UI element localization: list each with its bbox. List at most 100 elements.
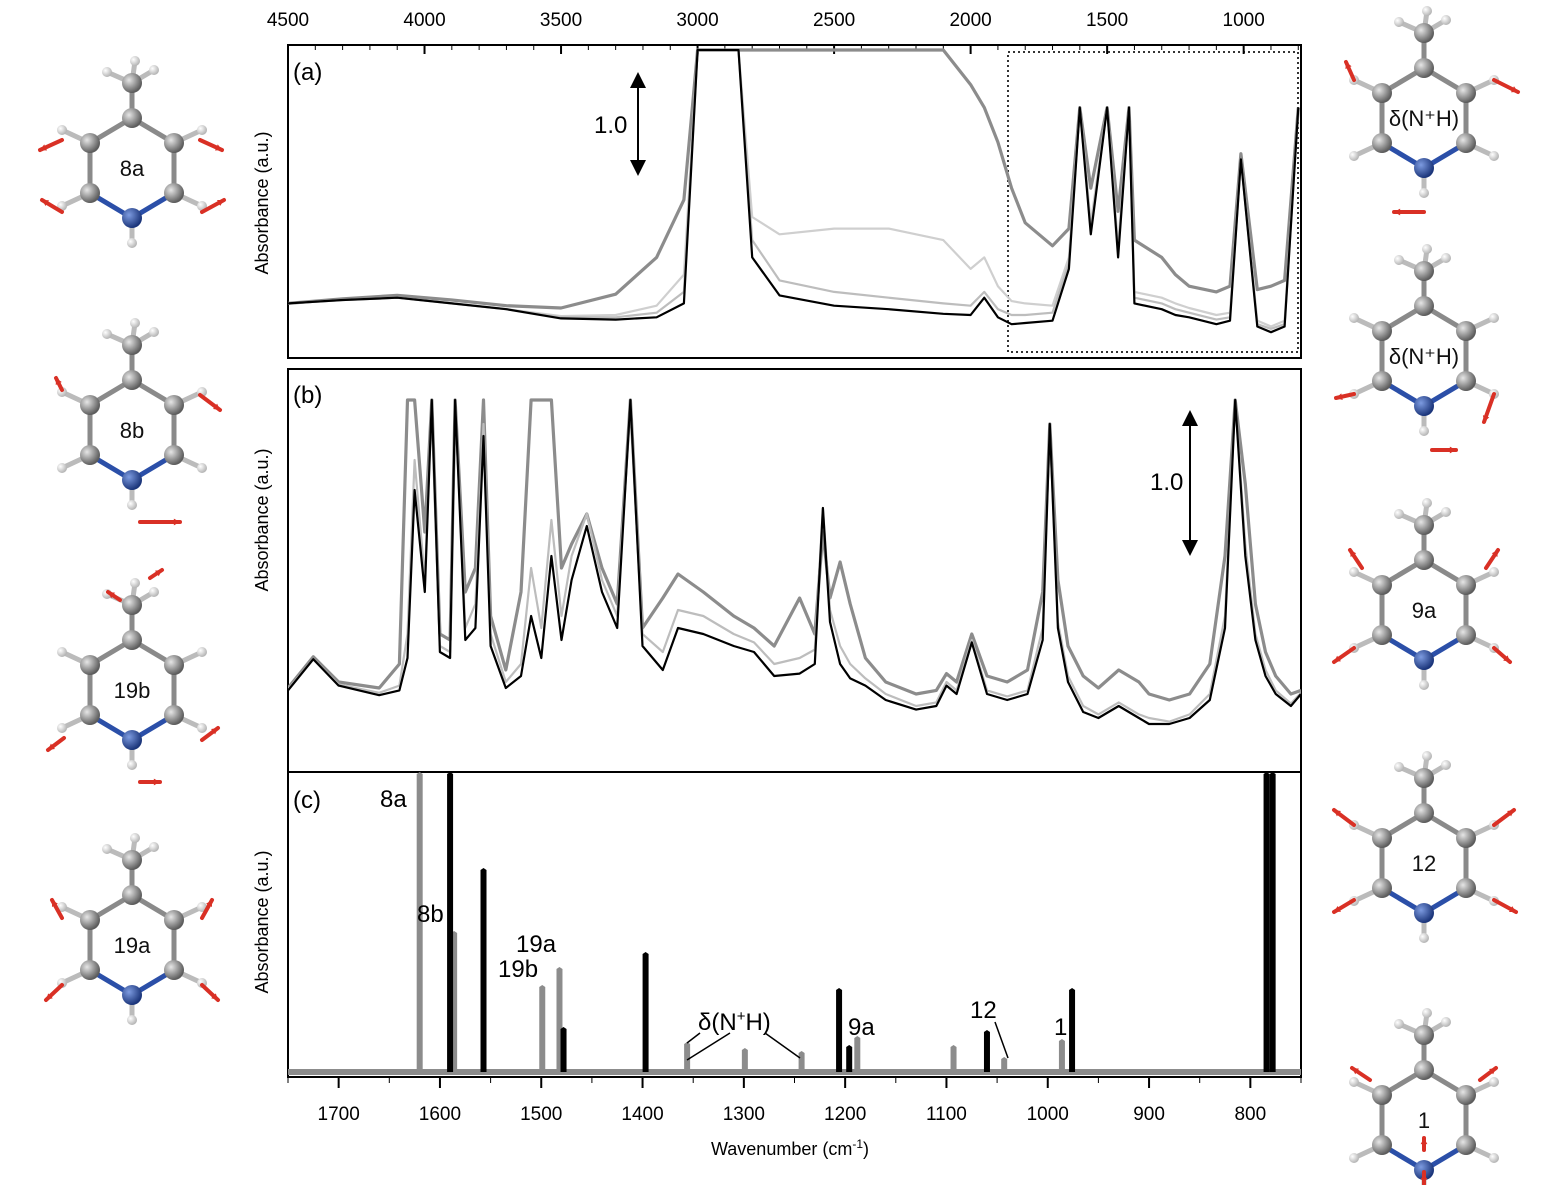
hydrogen-atom [1349,567,1359,577]
molecule-mode-dnh-1: δ(N⁺H) [1344,6,1520,216]
panel-a-spectrum-line [288,48,1300,310]
hydrogen-atom [130,56,140,66]
hydrogen-atom [149,65,159,75]
ann-19b: 19b [498,956,538,983]
molecule-label: 19b [114,678,151,703]
carbon-atom [1372,133,1392,153]
hydrogen-atom [130,318,140,328]
nitrogen-atom [122,985,142,1005]
panel-b-spectrum-line [288,398,1301,726]
panel-a-label: (a) [293,59,322,86]
carbon-atom [1414,261,1434,281]
displacement-arrowhead [1420,1177,1428,1184]
ann-dnh-leader-left [686,1032,701,1044]
carbon-atom [164,655,184,675]
carbon-atom [1372,575,1392,595]
panel-a-tick-label: 2000 [949,10,991,31]
molecule-mode-8b: 8b [54,318,222,526]
panel-c-gray-stick [950,1045,957,1072]
displacement-arrowhead [1420,1138,1428,1145]
displacement-arrowhead [42,200,49,207]
hydrogen-atom [130,833,140,843]
panel-a-tick-label: 4000 [403,10,445,31]
carbon-atom [1372,1085,1392,1105]
hydrogen-atom [1422,6,1432,16]
panel-c-tick-label: 1200 [824,1104,866,1125]
nitrogen-atom [1414,650,1434,670]
panel-a-tick-label: 3500 [540,10,582,31]
displacement-arrowhead [52,900,58,907]
hydrogen-atom [102,329,112,339]
carbon-atom [1456,1135,1476,1155]
hydrogen-atom [1394,17,1404,27]
carbon-atom [122,850,142,870]
carbon-atom [122,108,142,128]
panel-c-gray-stick [1058,1039,1065,1072]
hydrogen-atom [1349,1077,1359,1087]
molecule-label: 9a [1412,598,1437,623]
displacement-arrowhead [1511,86,1518,93]
molecule-label: δ(N⁺H) [1389,106,1459,131]
panel-c-tick-label: 1000 [1027,1104,1069,1125]
hydrogen-atom [127,500,137,510]
panel-b-series [288,398,1301,726]
displacement-arrowhead [215,144,222,151]
carbon-atom [1414,550,1434,570]
displacement-arrowhead [173,518,180,526]
molecule-mode-dnh-2: δ(N⁺H) [1334,244,1499,454]
hydrogen-atom [1422,751,1432,761]
panel-b-spectrum-line [288,398,1301,702]
molecule-mode-12: 12 [1332,751,1518,943]
hydrogen-atom [130,578,140,588]
displacement-arrowhead [1334,810,1341,817]
hydrogen-atom [1394,509,1404,519]
carbon-atom [1414,1025,1434,1045]
molecule-label: 12 [1412,851,1436,876]
ann-12-leader [994,1021,1009,1059]
hydrogen-atom [197,463,207,473]
panel-a-scale-label: 1.0 [594,112,627,139]
displacement-arrowhead [1491,550,1498,557]
displacement-arrowhead [153,778,160,786]
displacement-arrowhead [1507,810,1514,817]
hydrogen-atom [1349,1153,1359,1163]
carbon-atom [122,630,142,650]
carbon-atom [80,910,100,930]
hydrogen-atom [149,327,159,337]
hydrogen-atom [57,723,67,733]
hydrogen-atom [1441,760,1451,770]
hydrogen-atom [1349,313,1359,323]
panel-c-tick-label: 1300 [723,1104,765,1125]
displacement-arrowhead [1482,415,1490,422]
panel-c-tick-label: 1500 [520,1104,562,1125]
ann-dnh-leader-right [764,1032,801,1059]
carbon-atom [1372,371,1392,391]
displacement-arrowhead [1394,208,1401,216]
panel-a-spectrum-line [288,48,1300,334]
hydrogen-atom [1419,933,1429,943]
hydrogen-atom [127,760,137,770]
displacement-arrowhead [40,144,47,151]
carbon-atom [80,705,100,725]
hydrogen-atom [1441,253,1451,263]
carbon-atom [1456,878,1476,898]
carbon-atom [164,183,184,203]
panel-a-series [288,48,1300,334]
carbon-atom [1372,828,1392,848]
displacement-arrowhead [1345,62,1352,69]
ann-dnh-leader-main [686,1032,731,1061]
panel-c-gray-stick [798,1051,805,1072]
hydrogen-atom [1422,498,1432,508]
panel-c-bottom-axis: 1700 1600 1500 1400 1300 1200 1100 1000 900 800 [287,1077,1302,1125]
carbon-atom [1456,625,1476,645]
ann-8b: 8b [417,901,444,928]
hydrogen-atom [197,647,207,657]
hydrogen-atom [57,387,67,397]
panel-c-gray-stick [1001,1057,1008,1072]
panel-c-gray-stick [539,985,546,1072]
hydrogen-atom [197,723,207,733]
displacement-arrowhead [1449,446,1456,454]
hydrogen-atom [127,238,137,248]
panel-a-ylabel: Absorbance (a.u.) [252,131,272,274]
